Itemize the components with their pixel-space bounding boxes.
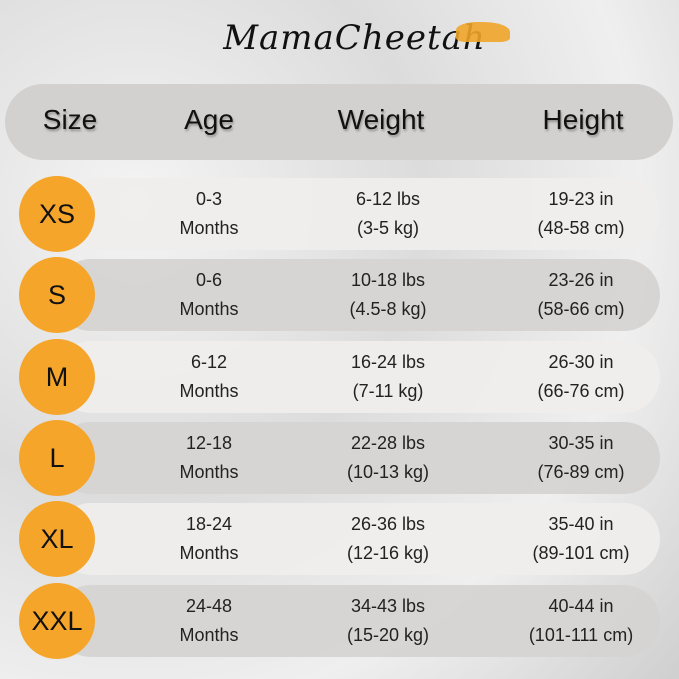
height-line: 40-44 in bbox=[548, 596, 614, 616]
size-badge: XS bbox=[19, 176, 95, 252]
height-line: 35-40 in bbox=[548, 514, 614, 534]
table-row bbox=[55, 585, 660, 657]
age-cell: 24-48 Months bbox=[179, 592, 238, 650]
height-cell: 30-35 in (76-89 cm) bbox=[537, 429, 624, 487]
height-line: 26-30 in bbox=[548, 352, 614, 372]
weight-line: (10-13 kg) bbox=[346, 462, 430, 482]
header-size: Size bbox=[42, 104, 98, 135]
weight-line: (12-16 kg) bbox=[346, 543, 430, 563]
age-line: 0-6 bbox=[195, 270, 222, 290]
table-row bbox=[55, 422, 660, 494]
height-line: (89-101 cm) bbox=[532, 543, 630, 563]
height-line: (48-58 cm) bbox=[537, 218, 625, 238]
height-line: (58-66 cm) bbox=[537, 299, 625, 319]
height-cell: 40-44 in (101-111 cm) bbox=[529, 592, 633, 650]
height-line: 19-23 in bbox=[548, 189, 614, 209]
age-line: Months bbox=[179, 543, 239, 563]
weight-cell: 16-24 lbs (7-11 kg) bbox=[351, 348, 425, 406]
age-cell: 0-6 Months bbox=[179, 266, 238, 324]
height-line: 30-35 in bbox=[548, 433, 614, 453]
age-cell: 12-18 Months bbox=[179, 429, 238, 487]
weight-line: (15-20 kg) bbox=[346, 625, 430, 645]
weight-cell: 6-12 lbs (3-5 kg) bbox=[356, 185, 420, 243]
age-line: 12-18 bbox=[185, 433, 233, 453]
header-age: Age bbox=[184, 104, 234, 135]
table-row bbox=[55, 178, 660, 250]
weight-line: 22-28 lbs bbox=[350, 433, 426, 453]
age-line: Months bbox=[179, 381, 239, 401]
height-cell: 35-40 in (89-101 cm) bbox=[532, 510, 629, 568]
weight-cell: 34-43 lbs (15-20 kg) bbox=[347, 592, 429, 650]
weight-line: 10-18 lbs bbox=[350, 270, 426, 290]
weight-cell: 26-36 lbs (12-16 kg) bbox=[347, 510, 429, 568]
size-badge: L bbox=[19, 420, 95, 496]
height-line: (76-89 cm) bbox=[537, 462, 625, 482]
size-badge: XL bbox=[19, 501, 95, 577]
age-line: 18-24 bbox=[185, 514, 233, 534]
weight-line: (4.5-8 kg) bbox=[349, 299, 427, 319]
size-badge: M bbox=[19, 339, 95, 415]
age-line: 6-12 bbox=[190, 352, 228, 372]
header-height: Height bbox=[542, 104, 624, 135]
header-weight: Weight bbox=[337, 104, 425, 135]
age-line: Months bbox=[179, 299, 239, 319]
age-cell: 6-12 Months bbox=[179, 348, 238, 406]
age-cell: 0-3 Months bbox=[179, 185, 238, 243]
weight-line: 34-43 lbs bbox=[350, 596, 426, 616]
age-line: Months bbox=[179, 218, 239, 238]
weight-line: 16-24 lbs bbox=[350, 352, 426, 372]
height-line: 23-26 in bbox=[548, 270, 614, 290]
brand-logo: MamaCheetah bbox=[0, 18, 679, 58]
age-line: Months bbox=[179, 625, 239, 645]
height-line: (101-111 cm) bbox=[528, 625, 634, 645]
table-row bbox=[55, 259, 660, 331]
weight-line: 6-12 lbs bbox=[355, 189, 421, 209]
height-line: (66-76 cm) bbox=[537, 381, 625, 401]
height-cell: 19-23 in (48-58 cm) bbox=[537, 185, 624, 243]
weight-line: (7-11 kg) bbox=[352, 381, 424, 401]
size-badge: XXL bbox=[19, 583, 95, 659]
age-cell: 18-24 Months bbox=[179, 510, 238, 568]
weight-cell: 22-28 lbs (10-13 kg) bbox=[347, 429, 429, 487]
age-line: 0-3 bbox=[195, 189, 222, 209]
age-line: Months bbox=[179, 462, 239, 482]
height-cell: 26-30 in (66-76 cm) bbox=[537, 348, 624, 406]
size-badge: S bbox=[19, 257, 95, 333]
table-row bbox=[55, 503, 660, 575]
weight-line: 26-36 lbs bbox=[350, 514, 426, 534]
weight-line: (3-5 kg) bbox=[356, 218, 420, 238]
table-header: Size Age Weight Height bbox=[5, 84, 673, 160]
height-cell: 23-26 in (58-66 cm) bbox=[537, 266, 624, 324]
age-line: 24-48 bbox=[185, 596, 233, 616]
weight-cell: 10-18 lbs (4.5-8 kg) bbox=[349, 266, 426, 324]
table-row bbox=[55, 341, 660, 413]
cheetah-icon bbox=[455, 22, 510, 42]
